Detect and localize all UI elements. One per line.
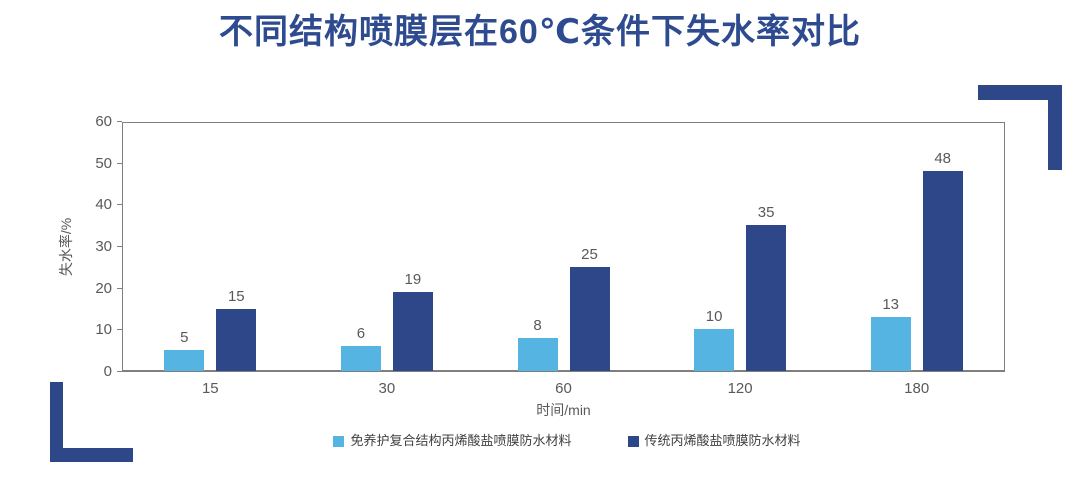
y-tick-label: 20 (95, 279, 112, 297)
bar-value-label: 19 (404, 270, 422, 288)
bracket-vertical-bar (1048, 85, 1062, 170)
x-axis-title: 时间/min (536, 402, 591, 418)
bar-composite (517, 337, 558, 371)
y-tick-mark (117, 371, 122, 372)
legend-item-traditional: 传统丙烯酸盐喷膜防水材料 (627, 433, 801, 449)
bracket-vertical-bar (50, 382, 63, 462)
series2-swatch-icon (627, 435, 639, 447)
x-tick-label: 30 (378, 380, 396, 397)
y-tick-label: 40 (95, 196, 112, 214)
y-tick-label: 30 (95, 238, 112, 255)
y-tick-mark (117, 246, 122, 247)
bar-value-label: 5 (180, 329, 189, 347)
bar-value-label: 35 (757, 204, 775, 222)
bar-composite (870, 316, 911, 371)
y-tick-mark (117, 162, 122, 164)
bar-traditional (392, 291, 433, 371)
bar-value-label: 15 (227, 287, 245, 305)
bracket-horizontal-bar (978, 85, 1062, 100)
bar-value-label: 10 (705, 308, 723, 326)
y-tick-label: 50 (95, 154, 112, 172)
y-tick-mark (117, 329, 122, 331)
chart-title: 不同结构喷膜层在60℃条件下失水率对比 (219, 13, 861, 51)
x-tick-label: 15 (201, 380, 219, 397)
series2-label: 传统丙烯酸盐喷膜防水材料 (644, 433, 801, 448)
y-axis-title: 失水率/% (58, 217, 74, 277)
y-tick-label: 10 (95, 321, 112, 339)
y-tick-mark (117, 287, 122, 289)
x-tick-label: 60 (555, 380, 572, 397)
bar-traditional (922, 171, 963, 371)
bar-value-label: 48 (934, 150, 952, 167)
x-tick-label: 180 (904, 380, 930, 397)
legend: 免养护复合结构丙烯酸盐喷膜防水材料 传统丙烯酸盐喷膜防水材料 (0, 433, 1080, 449)
plot-area (122, 122, 1005, 372)
series1-swatch-icon (333, 435, 345, 447)
bar-composite (164, 350, 205, 371)
bar-traditional (216, 308, 257, 371)
series1-label: 免养护复合结构丙烯酸盐喷膜防水材料 (350, 433, 572, 448)
bar-composite (340, 346, 381, 371)
legend-item-composite: 免养护复合结构丙烯酸盐喷膜防水材料 (333, 433, 572, 449)
x-tick-label: 120 (727, 380, 753, 397)
bar-value-label: 8 (533, 316, 542, 334)
bar-value-label: 13 (882, 295, 900, 313)
bar-composite (694, 329, 735, 371)
y-tick-mark (117, 121, 122, 122)
y-tick-mark (117, 204, 122, 206)
y-tick-label: 60 (95, 113, 112, 130)
y-tick-label: 0 (103, 363, 112, 380)
bar-value-label: 6 (356, 325, 366, 342)
bar-value-label: 25 (581, 245, 598, 263)
bracket-horizontal-bar (50, 448, 133, 462)
bar-traditional (746, 225, 787, 371)
bar-traditional (569, 266, 610, 371)
